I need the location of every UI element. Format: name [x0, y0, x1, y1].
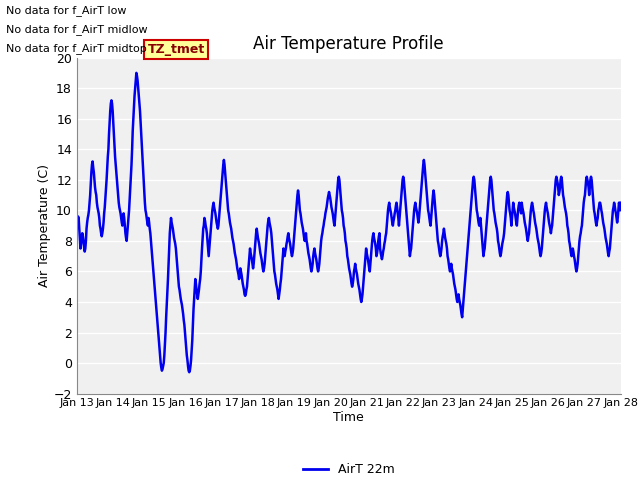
- Text: No data for f_AirT low: No data for f_AirT low: [6, 5, 127, 16]
- Legend: AirT 22m: AirT 22m: [298, 458, 399, 480]
- Text: TZ_tmet: TZ_tmet: [147, 43, 205, 56]
- X-axis label: Time: Time: [333, 411, 364, 424]
- Title: Air Temperature Profile: Air Temperature Profile: [253, 35, 444, 53]
- Text: No data for f_AirT midlow: No data for f_AirT midlow: [6, 24, 148, 35]
- Text: No data for f_AirT midtop: No data for f_AirT midtop: [6, 43, 147, 54]
- Y-axis label: Air Temperature (C): Air Temperature (C): [38, 164, 51, 287]
